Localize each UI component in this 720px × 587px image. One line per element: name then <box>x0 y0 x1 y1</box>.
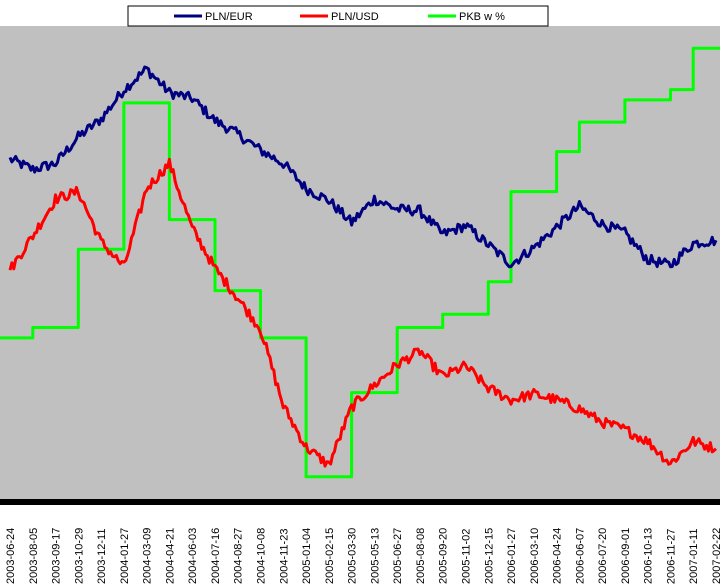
series-line-pln-usd <box>8 157 718 468</box>
x-tick-label: 2004-07-16 <box>210 528 222 584</box>
x-tick-label: 2004-06-03 <box>187 528 199 584</box>
x-tick-label: 2003-12-11 <box>96 529 108 584</box>
x-tick-label: 2006-06-07 <box>574 528 586 584</box>
x-tick-label: 2003-10-29 <box>73 528 85 584</box>
x-tick-labels: 2003-06-24 2003-08-05 2003-09-17 2003-10-29… <box>5 528 720 584</box>
legend-label: PLN/USD <box>331 11 379 23</box>
x-tick-label: 2004-04-21 <box>164 528 176 584</box>
x-tick-label: 2005-11-02 <box>461 529 473 584</box>
x-tick-label: 2003-09-17 <box>51 528 63 584</box>
plot-area <box>0 26 720 499</box>
x-tick-label: 2007-01-11 <box>688 529 700 584</box>
series-line-pln-eur <box>8 65 718 269</box>
x-tick-label: 2007-02-22 <box>711 528 720 584</box>
x-tick-label: 2006-04-24 <box>552 528 564 584</box>
legend: PLN/EUR PLN/USD PKB w % <box>127 5 549 27</box>
legend-label: PKB w % <box>459 11 505 23</box>
x-axis-bar <box>0 499 720 505</box>
series-layer <box>0 46 720 479</box>
x-tick-label: 2005-09-20 <box>438 528 450 584</box>
x-tick-label: 2006-07-20 <box>597 528 609 584</box>
legend-label: PLN/EUR <box>205 11 253 23</box>
x-tick-label: 2006-10-13 <box>643 528 655 584</box>
x-tick-label: 2004-01-27 <box>119 528 131 584</box>
x-tick-label: 2005-12-15 <box>483 528 495 584</box>
x-tick-label: 2006-09-01 <box>620 528 632 584</box>
series-line-pkb-w <box>0 46 720 479</box>
x-tick-label: 2006-11-27 <box>666 529 678 584</box>
x-tick-label: 2006-03-10 <box>529 528 541 584</box>
x-tick-label: 2004-11-23 <box>278 529 290 584</box>
x-tick-label: 2005-06-27 <box>392 528 404 584</box>
legend-box <box>127 5 549 27</box>
x-tick-label: 2004-03-09 <box>142 528 154 584</box>
x-tick-label: 2005-05-13 <box>369 528 381 584</box>
x-tick-label: 2005-01-04 <box>301 528 313 584</box>
x-tick-label: 2005-02-15 <box>324 528 336 584</box>
x-tick-label: 2003-06-24 <box>5 528 17 584</box>
x-tick-label: 2005-03-30 <box>347 528 359 584</box>
x-tick-label: 2003-08-05 <box>28 528 40 584</box>
x-tick-label: 2004-08-27 <box>233 528 245 584</box>
x-tick-label: 2005-08-08 <box>415 528 427 584</box>
x-tick-label: 2006-01-27 <box>506 528 518 584</box>
x-tick-label: 2004-10-08 <box>256 528 268 584</box>
